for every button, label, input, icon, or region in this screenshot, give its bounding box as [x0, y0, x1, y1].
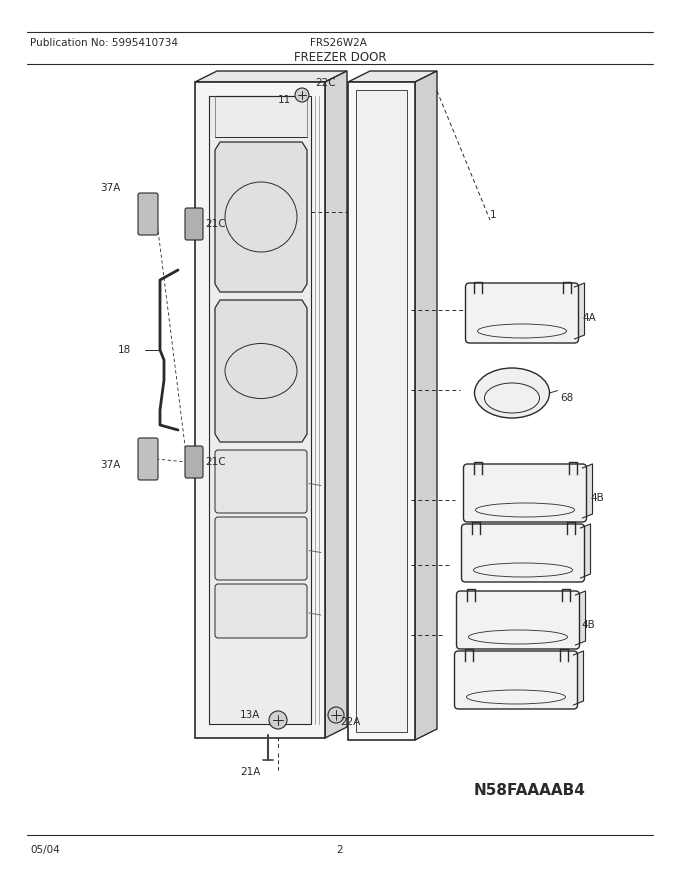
- Text: 2: 2: [337, 845, 343, 855]
- FancyBboxPatch shape: [454, 651, 577, 709]
- FancyBboxPatch shape: [466, 283, 579, 343]
- Text: 22C: 22C: [315, 78, 336, 88]
- Circle shape: [328, 707, 344, 723]
- FancyBboxPatch shape: [185, 446, 203, 478]
- Polygon shape: [215, 300, 307, 442]
- Text: 4A: 4A: [582, 313, 596, 323]
- Polygon shape: [348, 71, 437, 82]
- Polygon shape: [348, 82, 415, 740]
- Polygon shape: [325, 71, 347, 738]
- FancyBboxPatch shape: [464, 464, 586, 522]
- FancyBboxPatch shape: [462, 524, 585, 582]
- FancyBboxPatch shape: [185, 208, 203, 240]
- Text: 37A: 37A: [100, 183, 120, 193]
- Text: FRS26W2A: FRS26W2A: [310, 38, 367, 48]
- Text: 13A: 13A: [240, 710, 260, 720]
- Polygon shape: [583, 464, 592, 518]
- Polygon shape: [356, 90, 407, 732]
- Polygon shape: [581, 524, 590, 578]
- FancyBboxPatch shape: [215, 517, 307, 580]
- Polygon shape: [415, 71, 437, 740]
- Text: 21C: 21C: [205, 457, 226, 467]
- Text: 11: 11: [278, 95, 291, 105]
- Polygon shape: [195, 82, 325, 738]
- Text: N58FAAAAB4: N58FAAAAB4: [474, 782, 586, 797]
- Text: 22A: 22A: [340, 717, 360, 727]
- Polygon shape: [215, 142, 307, 292]
- Text: FREEZER DOOR: FREEZER DOOR: [294, 50, 386, 63]
- Text: 37A: 37A: [100, 460, 120, 470]
- FancyBboxPatch shape: [138, 193, 158, 235]
- FancyBboxPatch shape: [138, 438, 158, 480]
- Polygon shape: [209, 96, 311, 724]
- Polygon shape: [575, 591, 585, 645]
- Ellipse shape: [475, 368, 549, 418]
- Circle shape: [269, 711, 287, 729]
- Text: 4B: 4B: [590, 493, 604, 503]
- Text: 21A: 21A: [240, 767, 260, 777]
- Text: 68: 68: [560, 393, 573, 403]
- Circle shape: [295, 88, 309, 102]
- Text: Publication No: 5995410734: Publication No: 5995410734: [30, 38, 178, 48]
- Text: 4B: 4B: [581, 620, 595, 630]
- Polygon shape: [573, 651, 583, 705]
- Text: 18: 18: [118, 345, 131, 355]
- Text: 1: 1: [490, 210, 496, 220]
- Polygon shape: [195, 71, 347, 82]
- Polygon shape: [575, 283, 585, 339]
- FancyBboxPatch shape: [215, 584, 307, 638]
- Text: 05/04: 05/04: [30, 845, 60, 855]
- FancyBboxPatch shape: [215, 450, 307, 513]
- Text: 21C: 21C: [205, 219, 226, 229]
- FancyBboxPatch shape: [456, 591, 579, 649]
